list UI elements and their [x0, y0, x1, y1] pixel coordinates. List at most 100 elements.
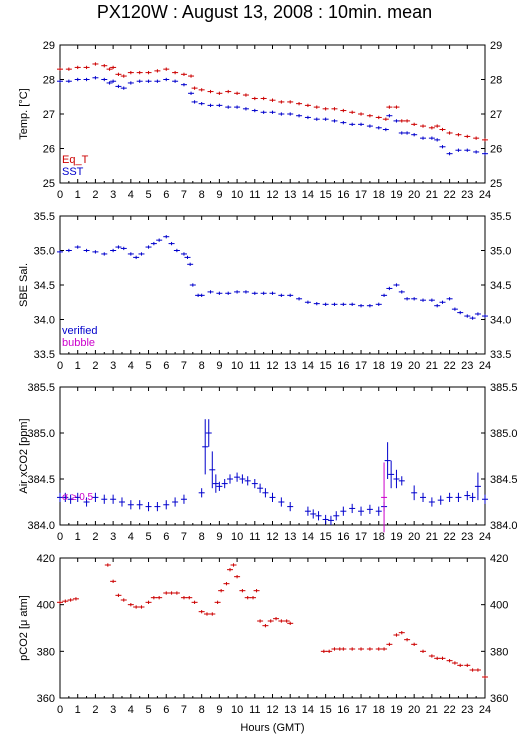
data-point [455, 148, 462, 152]
x-tick-label: 16 [337, 704, 349, 716]
x-tick-label: 0 [57, 531, 63, 543]
data-point [296, 114, 303, 118]
x-tick-label: 24 [479, 704, 491, 716]
data-point [358, 304, 365, 308]
data-point [138, 252, 145, 256]
y-tick-label: 384.5 [27, 474, 55, 486]
data-point [156, 238, 163, 242]
data-point [172, 79, 179, 83]
y-tick-label-right: 27 [490, 109, 502, 121]
data-point [278, 497, 285, 507]
x-axis-label: Hours (GMT) [240, 722, 305, 734]
x-tick-label: 23 [461, 360, 473, 372]
data-point [340, 302, 347, 306]
x-tick-label: 21 [426, 531, 438, 543]
data-point [156, 595, 163, 600]
data-point [57, 67, 63, 71]
y-tick-label: 27 [43, 109, 55, 121]
data-point [322, 117, 329, 121]
data-point [320, 649, 327, 654]
data-point [189, 283, 196, 287]
y-tick-label: 420 [37, 553, 55, 565]
y-tick-label-right: 34.0 [490, 315, 511, 327]
data-point [180, 72, 187, 76]
data-point [287, 293, 294, 298]
x-tick-label: 20 [408, 360, 420, 372]
data-point [382, 127, 389, 132]
y-tick-label: 34.0 [34, 315, 55, 327]
x-tick-label: 2 [92, 531, 98, 543]
data-point [145, 245, 152, 249]
data-point [260, 96, 267, 101]
y-tick-label: 34.5 [34, 280, 55, 292]
data-point [136, 70, 143, 75]
data-point [262, 623, 269, 628]
data-point [145, 79, 152, 83]
data-point [180, 595, 187, 600]
data-point [349, 302, 356, 306]
data-point [349, 503, 356, 514]
data-point [92, 250, 99, 254]
y-tick-label: 29 [43, 40, 55, 52]
data-point [115, 72, 122, 76]
data-point [216, 291, 223, 295]
x-tick-label: 10 [231, 360, 243, 372]
x-tick-label: 8 [199, 704, 205, 716]
x-tick-label: 22 [443, 531, 455, 543]
data-point [464, 490, 471, 501]
y-tick-label: 400 [37, 600, 55, 612]
data-point [439, 145, 446, 149]
data-point [251, 479, 258, 489]
data-point [420, 124, 427, 128]
data-point [386, 114, 393, 118]
data-point [225, 89, 232, 94]
x-tick-label: 10 [231, 189, 243, 201]
data-point [327, 515, 334, 525]
data-point [163, 67, 170, 71]
data-point [127, 81, 134, 85]
data-point [310, 509, 317, 519]
data-point [257, 483, 264, 493]
data-point [234, 472, 241, 482]
x-tick-label: 22 [443, 360, 455, 372]
data-point [168, 591, 175, 595]
data-point [127, 252, 134, 256]
x-tick-label: 15 [320, 531, 332, 543]
data-point [411, 297, 418, 301]
data-point [154, 502, 161, 512]
data-point [133, 605, 140, 609]
legend-entry: verified [62, 325, 97, 337]
data-point [83, 65, 90, 70]
data-point [358, 112, 365, 116]
data-point [150, 241, 157, 246]
data-point [464, 663, 471, 668]
data-point [57, 600, 63, 605]
data-point [331, 647, 338, 651]
x-tick-label: 8 [199, 531, 205, 543]
x-tick-label: 9 [216, 360, 222, 372]
y-axis-label: SBE Sal. [18, 263, 30, 307]
data-point [250, 595, 257, 600]
x-tick-label: 17 [355, 531, 367, 543]
data-point [375, 647, 382, 651]
data-point [469, 668, 476, 672]
data-point [136, 79, 143, 83]
data-point [227, 567, 233, 572]
data-point [244, 476, 251, 486]
data-point [358, 506, 365, 516]
data-point [322, 107, 329, 111]
y-tick-label: 25 [43, 178, 55, 190]
data-point [120, 246, 127, 251]
data-point [269, 291, 276, 295]
data-point [349, 647, 356, 651]
data-point [322, 302, 329, 306]
data-point [74, 245, 81, 249]
data-point [446, 492, 453, 502]
x-tick-label: 4 [128, 531, 134, 543]
y-tick-label-right: 385.0 [490, 428, 518, 440]
data-point [242, 107, 249, 111]
data-point [110, 65, 117, 70]
data-point [315, 511, 322, 521]
data-point [375, 302, 382, 306]
